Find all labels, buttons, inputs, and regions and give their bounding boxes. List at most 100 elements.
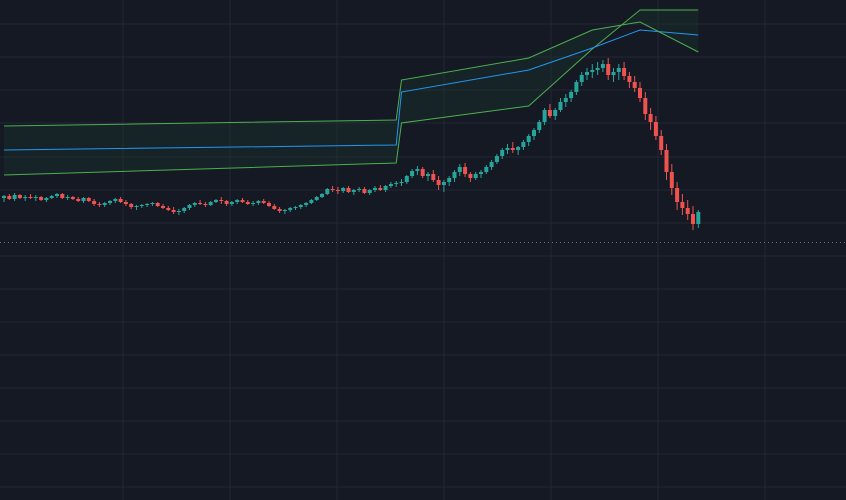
candle-101 (532, 128, 536, 140)
candle-body (627, 76, 632, 82)
candle-body (638, 88, 642, 98)
candle-115 (606, 58, 611, 80)
candle-8 (39, 196, 44, 201)
candle-body (659, 136, 664, 150)
candle-3 (12, 193, 17, 201)
candle-7 (33, 195, 38, 201)
candle-126 (664, 144, 669, 180)
candle-body (192, 203, 197, 205)
candle-80 (420, 167, 425, 178)
candle-123 (648, 108, 653, 130)
candle-122 (643, 92, 648, 120)
candle-116 (611, 68, 616, 82)
candle-body (410, 171, 415, 176)
candle-94 (494, 154, 499, 164)
candle-44 (229, 201, 234, 206)
candle-body (92, 201, 97, 204)
candle-body (494, 156, 499, 162)
candle-100 (526, 134, 531, 146)
candle-56 (293, 206, 298, 210)
candle-body (452, 172, 457, 178)
candle-body (685, 208, 690, 214)
candle-52 (272, 204, 277, 210)
candle-118 (622, 62, 627, 80)
candle-body (97, 204, 102, 205)
candle-body (516, 147, 521, 150)
candle-body (298, 205, 303, 207)
candle-76 (399, 179, 404, 186)
candle-19 (97, 202, 102, 207)
candle-body (198, 203, 203, 204)
candle-2 (7, 194, 12, 200)
band-fill (4, 10, 699, 175)
candle-body (415, 169, 420, 171)
candle-50 (261, 199, 266, 204)
candle-body (272, 206, 277, 209)
candle-body (669, 172, 674, 188)
candle-body (553, 110, 558, 116)
candle-body (2, 196, 6, 198)
candle-47 (245, 200, 250, 205)
candle-body (441, 182, 446, 185)
candles (2, 58, 701, 230)
candle-body (304, 203, 309, 205)
candle-body (76, 199, 81, 201)
candle-body (134, 206, 139, 207)
candle-35 (182, 207, 187, 213)
candle-103 (542, 108, 547, 125)
candle-48 (251, 201, 256, 206)
candle-96 (505, 144, 510, 154)
candle-body (288, 208, 293, 210)
candle-body (500, 150, 505, 156)
candle-6 (28, 194, 33, 199)
candle-69 (362, 187, 367, 194)
candle-88 (463, 163, 468, 177)
candle-60 (314, 196, 319, 201)
candle-body (335, 190, 340, 191)
candle-58 (304, 202, 309, 207)
candle-45 (235, 199, 240, 204)
candle-18 (92, 199, 97, 206)
candle-9 (44, 197, 49, 202)
candle-body (224, 201, 229, 204)
candle-body (346, 188, 351, 192)
candle-40 (208, 201, 213, 206)
candle-38 (198, 200, 203, 205)
band-upper-line (3, 9, 699, 176)
candle-body (484, 167, 489, 172)
candle-64 (335, 187, 340, 194)
candle-body (245, 202, 250, 204)
candle-87 (457, 164, 462, 176)
candle-63 (330, 186, 335, 192)
candle-29 (150, 202, 155, 206)
candle-body (314, 197, 319, 200)
candle-111 (585, 68, 589, 80)
candle-body (367, 190, 372, 193)
candle-body (49, 196, 54, 198)
candle-body (357, 189, 362, 190)
candle-body (214, 200, 218, 202)
candle-105 (553, 108, 558, 120)
candle-body (44, 198, 49, 200)
candle-89 (468, 172, 473, 182)
candle-body (282, 210, 287, 211)
candle-body (510, 148, 515, 150)
candle-body (532, 130, 536, 136)
candle-70 (367, 189, 372, 195)
candle-125 (659, 130, 664, 155)
band-lower-line (3, 21, 699, 127)
candle-body (129, 204, 134, 207)
candle-41 (214, 199, 218, 203)
candle-130 (685, 200, 690, 220)
candle-body (166, 208, 171, 210)
candle-65 (341, 187, 346, 193)
candle-body (256, 201, 261, 203)
candle-body (65, 197, 70, 198)
candle-body (447, 178, 452, 182)
candle-78 (410, 169, 415, 178)
candle-body (108, 201, 112, 203)
candle-body (537, 122, 542, 130)
candle-body (161, 206, 165, 208)
